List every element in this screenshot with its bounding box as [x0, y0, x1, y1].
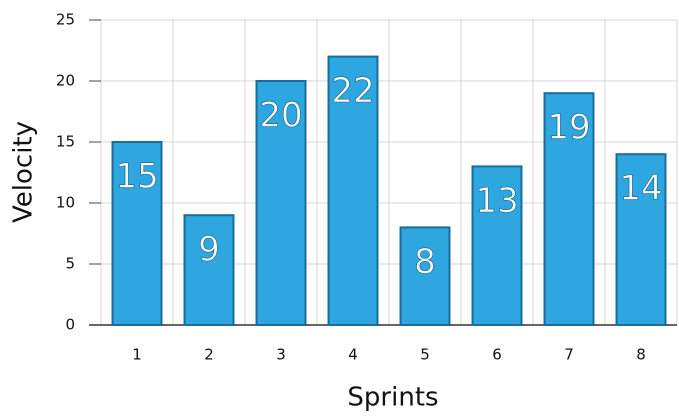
x-tick-label: 1: [132, 346, 142, 364]
value-label: 8: [414, 242, 436, 282]
bar: [543, 92, 595, 326]
x-tick-label: 3: [276, 346, 286, 364]
bar: [471, 165, 523, 326]
value-label: 19: [547, 108, 590, 148]
y-tick-label: 20: [56, 72, 75, 90]
value-label: 15: [115, 157, 158, 197]
value-label: 20: [259, 96, 302, 136]
y-tick-label: 15: [56, 133, 75, 151]
bar: [327, 55, 379, 326]
y-axis-title: Velocity: [9, 121, 39, 223]
x-tick-label: 5: [420, 346, 430, 364]
x-tick-label: 7: [564, 346, 574, 364]
y-tick-label: 0: [65, 316, 75, 334]
value-label: 9: [198, 230, 220, 270]
bar: [255, 80, 307, 326]
bar: [615, 153, 667, 326]
bar: [399, 226, 451, 326]
y-tick-label: 10: [56, 194, 75, 212]
x-tick-label: 6: [492, 346, 502, 364]
bar: [111, 141, 163, 326]
value-label: 22: [331, 71, 374, 111]
value-label: 14: [619, 169, 662, 209]
y-tick-label: 25: [56, 11, 75, 29]
value-label: 13: [475, 181, 518, 221]
bar: [183, 214, 235, 326]
x-tick-label: 8: [636, 346, 646, 364]
x-axis-title: Sprints: [347, 383, 438, 413]
x-tick-label: 2: [204, 346, 214, 364]
y-tick-label: 5: [65, 255, 75, 273]
x-tick-label: 4: [348, 346, 358, 364]
